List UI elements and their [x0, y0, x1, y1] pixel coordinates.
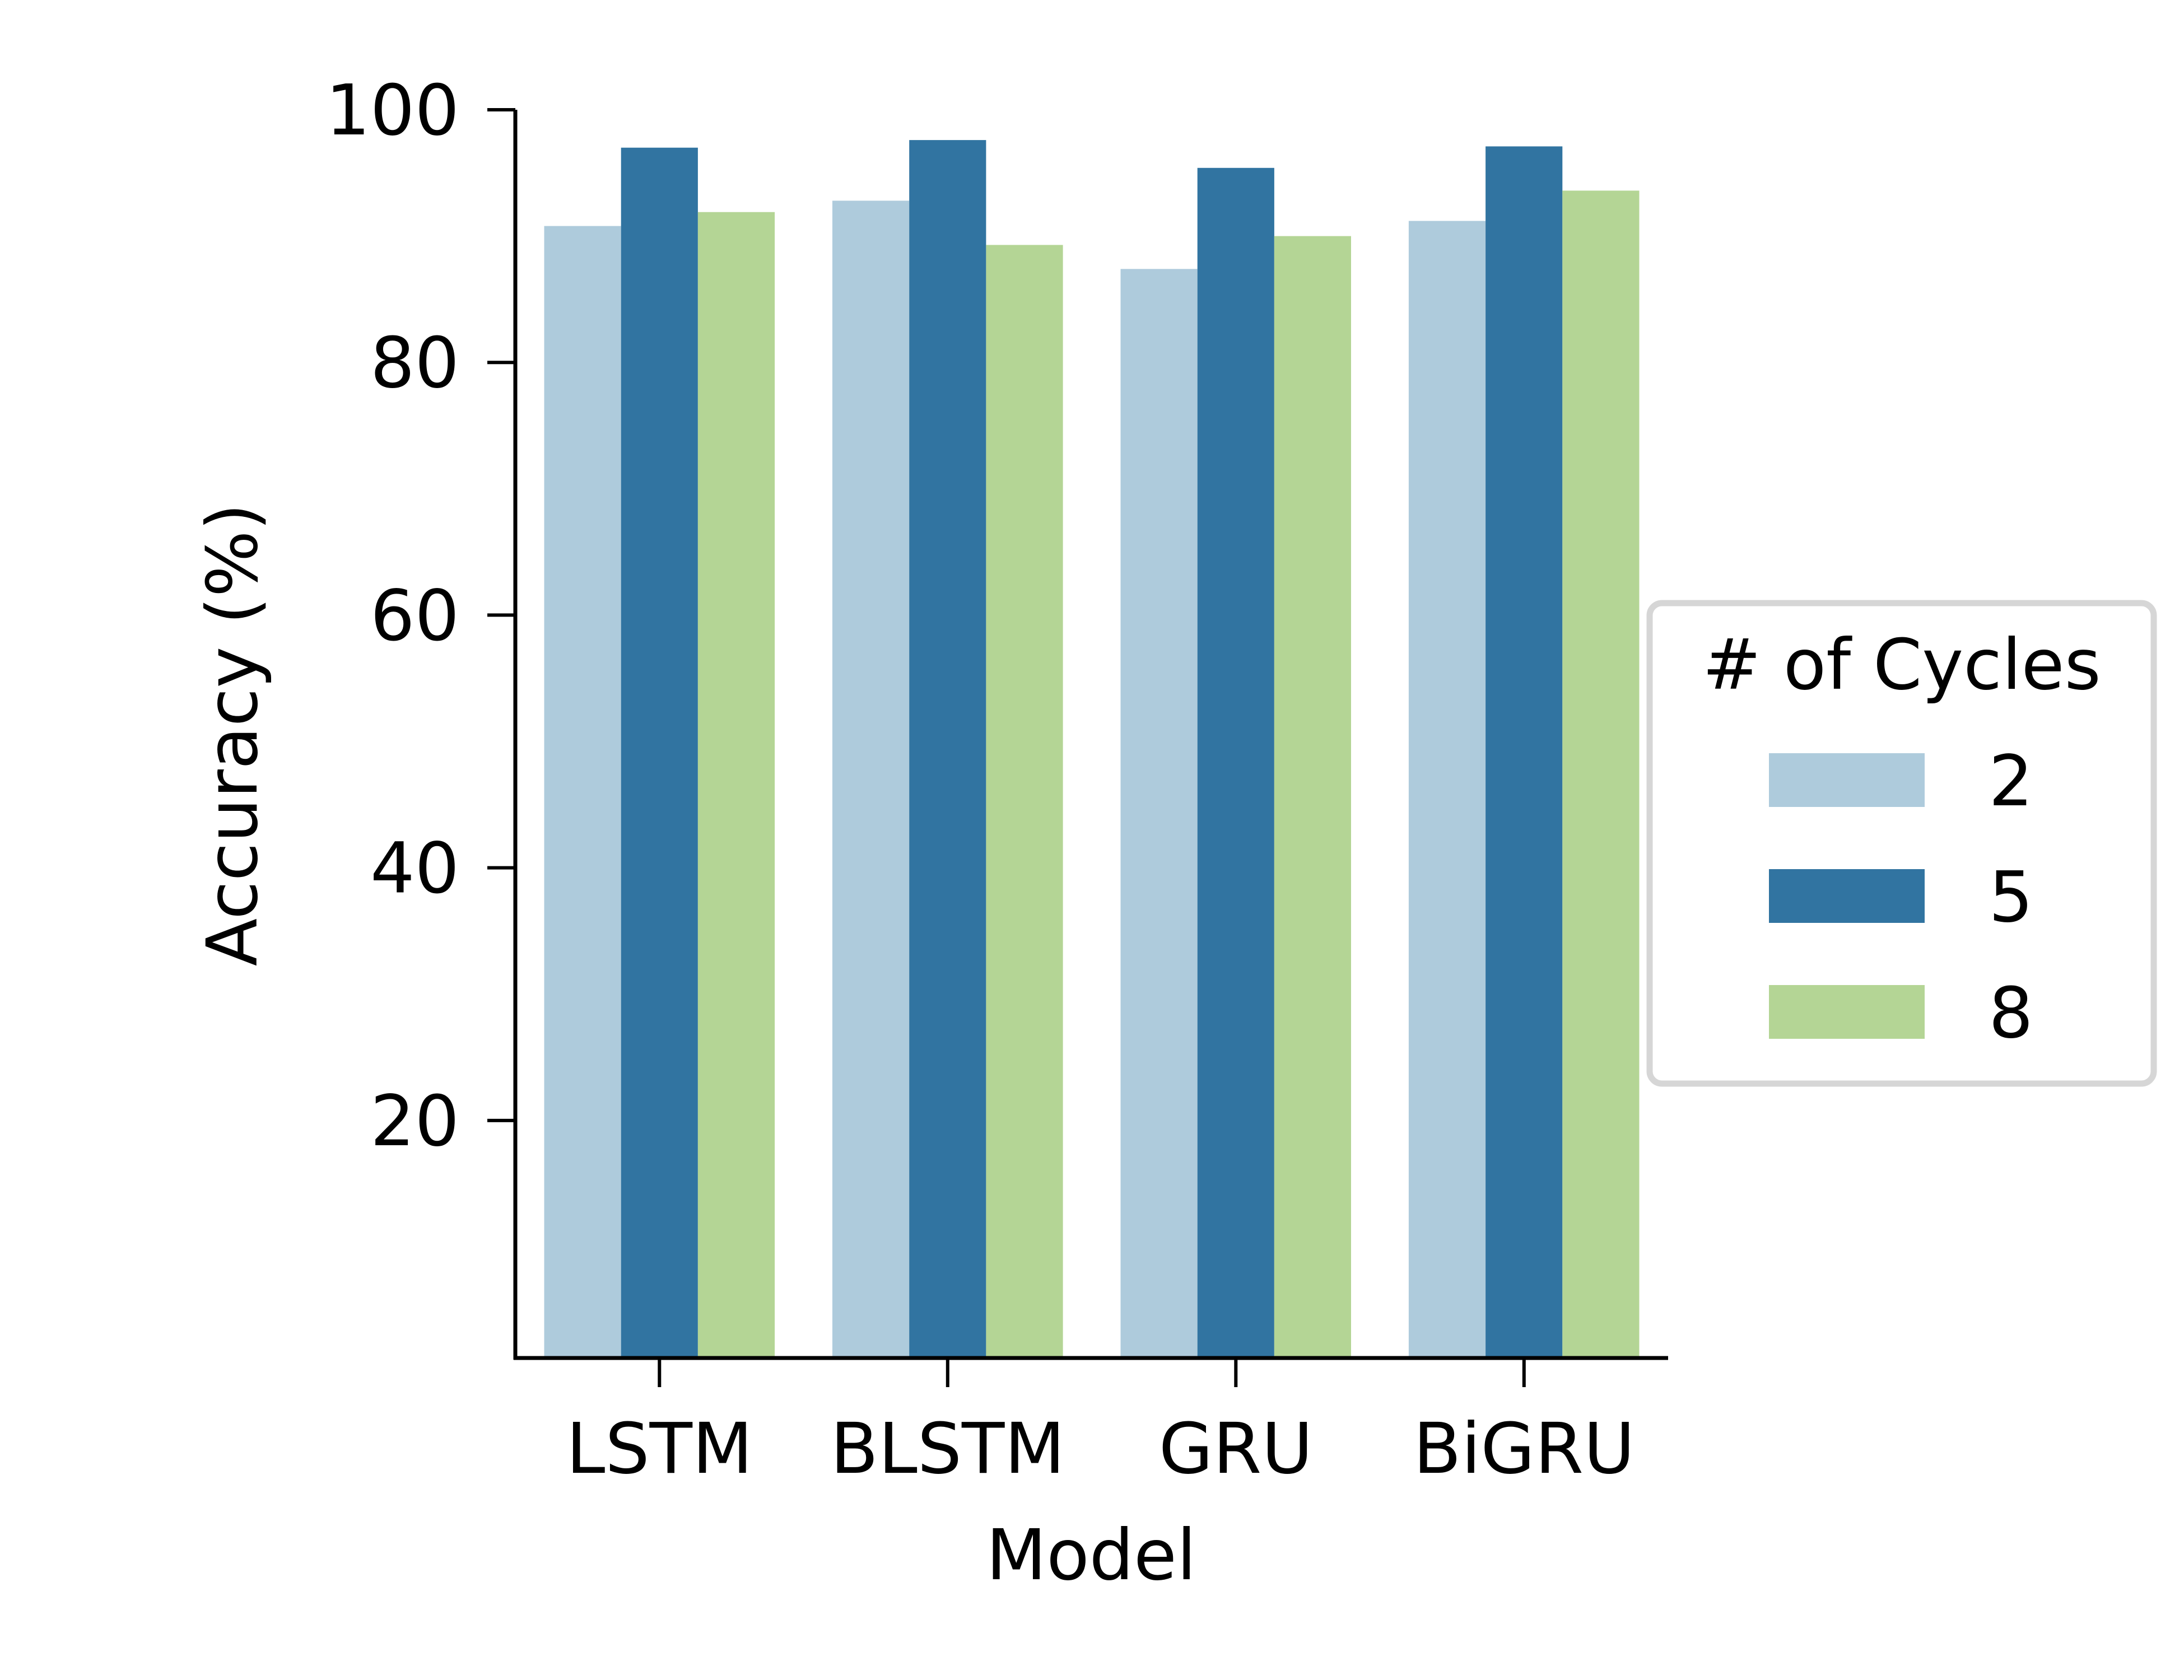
- bar: [1562, 190, 1640, 1359]
- y-axis-label: Accuracy (%): [192, 503, 273, 967]
- y-tick-label: 60: [370, 575, 459, 656]
- legend-label: 5: [1989, 857, 2033, 938]
- bar: [1274, 236, 1351, 1359]
- legend-frame: [1646, 600, 2157, 1087]
- legend-swatch: [1769, 753, 1925, 807]
- bar: [909, 140, 986, 1358]
- x-tick-label: GRU: [1159, 1408, 1313, 1490]
- y-tick-label: 100: [325, 70, 459, 151]
- y-tick-label: 40: [370, 828, 459, 909]
- bar: [621, 147, 698, 1359]
- y-tick-label: 80: [370, 323, 459, 404]
- bar: [1197, 167, 1274, 1358]
- x-tick-label: BiGRU: [1413, 1408, 1635, 1490]
- bars-group: [544, 140, 1640, 1359]
- legend-swatch: [1769, 985, 1925, 1039]
- bar: [1408, 221, 1486, 1358]
- x-ticks-group: LSTM BLSTM GRU BiGRU: [566, 1358, 1635, 1490]
- legend-label: 8: [1989, 973, 2033, 1054]
- bar: [832, 200, 910, 1359]
- bar: [544, 226, 621, 1359]
- y-tick-label: 20: [370, 1081, 459, 1162]
- x-axis-label: Model: [986, 1515, 1196, 1596]
- legend-title: # of Cycles: [1702, 624, 2101, 706]
- x-tick-label: BLSTM: [830, 1408, 1065, 1490]
- bar: [1120, 269, 1198, 1358]
- x-tick-label: LSTM: [566, 1408, 753, 1490]
- legend: # of Cycles 2 5 8: [1646, 600, 2157, 1087]
- bar: [1486, 146, 1563, 1359]
- y-ticks-group: 20 40 60 80 100: [325, 70, 515, 1162]
- bar: [697, 212, 775, 1359]
- legend-swatch: [1769, 869, 1925, 923]
- bar: [986, 245, 1063, 1358]
- legend-label: 2: [1989, 741, 2033, 822]
- legend-items: 2 5 8: [1769, 741, 2033, 1054]
